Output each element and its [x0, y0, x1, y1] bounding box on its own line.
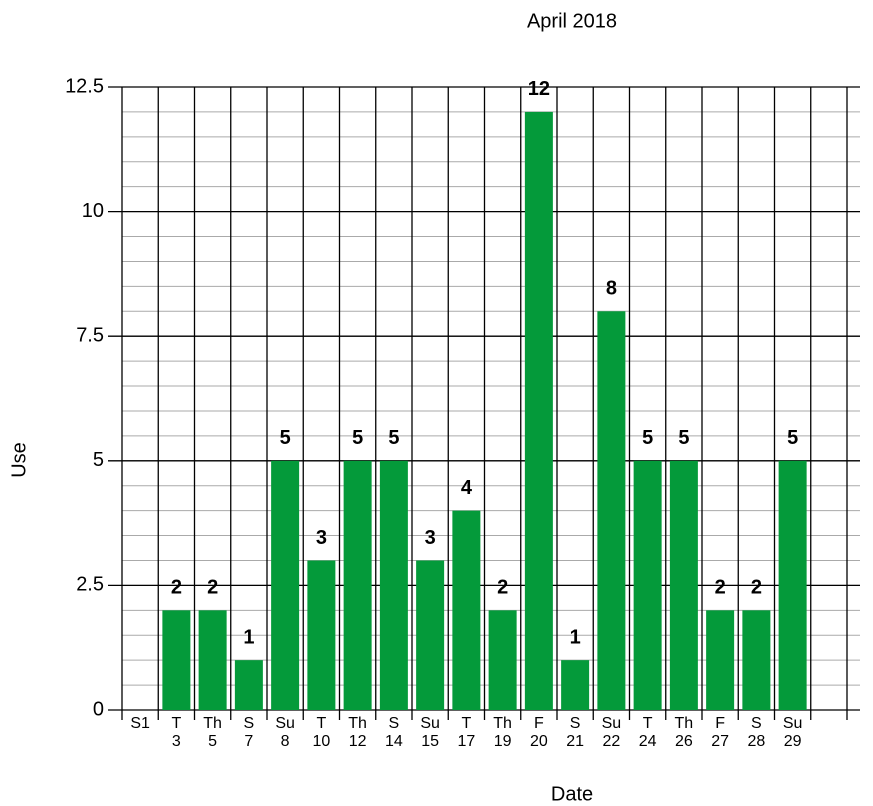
y-tick-label: 10 — [82, 200, 104, 222]
x-tick-label: Th 5 — [203, 715, 222, 750]
data-label: 1 — [243, 626, 254, 648]
x-tick-label: F 27 — [711, 715, 730, 750]
chart-title: April 2018 — [527, 10, 617, 32]
bar — [234, 660, 263, 710]
data-label: 5 — [642, 427, 653, 449]
data-label: 12 — [528, 78, 550, 100]
x-tick-label: S 28 — [747, 715, 766, 750]
y-tick-label: 5 — [93, 449, 104, 471]
y-tick-label: 7.5 — [76, 324, 104, 346]
x-tick-label: S 7 — [243, 715, 255, 750]
x-tick-label: T 24 — [638, 715, 657, 750]
x-tick-label: Th 26 — [674, 715, 694, 750]
data-label: 5 — [678, 427, 689, 449]
data-label: 2 — [751, 577, 762, 599]
x-tick-label: Su 22 — [601, 715, 622, 750]
x-tick-label: Su 15 — [420, 715, 440, 750]
data-label: 1 — [570, 626, 581, 648]
bar — [416, 560, 445, 710]
x-tick-label: T 3 — [171, 715, 182, 750]
bar — [488, 610, 517, 710]
bar — [162, 610, 191, 710]
bar — [706, 610, 735, 710]
bar — [271, 460, 300, 710]
data-label: 2 — [171, 577, 182, 599]
x-tick-label: Th 12 — [348, 715, 367, 750]
bar — [778, 460, 807, 710]
y-axis-title: Use — [8, 442, 30, 478]
x-tick-label: T 10 — [312, 715, 331, 750]
bar — [633, 460, 662, 710]
bar — [379, 460, 408, 710]
x-tick-label: S1 — [130, 715, 150, 732]
data-label: 3 — [425, 527, 436, 549]
bar — [597, 311, 626, 710]
data-label: 4 — [461, 477, 473, 499]
bar — [343, 460, 372, 710]
data-label: 2 — [497, 577, 508, 599]
bar — [524, 111, 553, 711]
data-label: 5 — [388, 427, 399, 449]
data-label: 5 — [787, 427, 798, 449]
data-label: 3 — [316, 527, 327, 549]
y-tick-label: 2.5 — [76, 574, 104, 596]
bar — [198, 610, 227, 710]
x-axis-title: Date — [551, 783, 593, 805]
bar — [742, 610, 771, 710]
x-tick-label: S 14 — [384, 715, 403, 750]
data-label: 8 — [606, 278, 617, 300]
x-tick-label: Su 29 — [782, 715, 803, 750]
x-tick-label: S 21 — [566, 715, 585, 750]
data-label: 5 — [280, 427, 291, 449]
bar — [561, 660, 590, 710]
bar — [669, 460, 698, 710]
y-tick-label: 12.5 — [65, 75, 104, 97]
x-tick-label: F 20 — [529, 715, 548, 750]
data-label: 5 — [352, 427, 363, 449]
bar — [452, 510, 481, 710]
data-label: 2 — [715, 577, 726, 599]
data-label: 2 — [207, 577, 218, 599]
x-tick-label: Su 8 — [275, 715, 295, 750]
y-tick-label: 0 — [93, 698, 104, 720]
x-tick-label: Th 19 — [493, 715, 512, 750]
bar — [307, 560, 336, 710]
x-tick-label: T 17 — [457, 715, 476, 750]
